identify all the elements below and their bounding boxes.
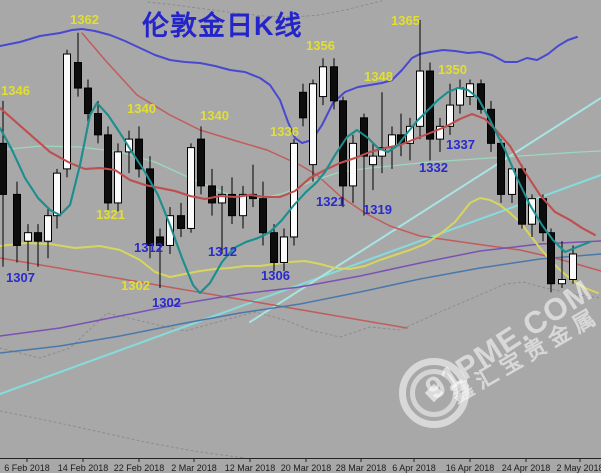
candle-body xyxy=(508,168,516,195)
price-label: 1321 xyxy=(96,207,125,222)
date-label: 14 Feb 2018 xyxy=(58,463,109,473)
ma-red-front xyxy=(0,107,596,236)
price-label: 1346 xyxy=(1,83,30,98)
price-label: 1362 xyxy=(70,12,99,27)
candle-body xyxy=(228,193,236,217)
candle-body xyxy=(528,198,536,225)
candle-body xyxy=(84,87,92,115)
candle-body xyxy=(436,125,444,140)
candle-body xyxy=(397,134,405,144)
date-label: 2 May 2018 xyxy=(556,463,601,473)
candle-body xyxy=(146,168,154,246)
candle-body xyxy=(177,215,185,229)
trend-red-lower xyxy=(0,257,408,329)
candle-body xyxy=(218,193,226,204)
date-label: 24 Apr 2018 xyxy=(502,463,551,473)
candle-body xyxy=(44,215,52,242)
candle-body xyxy=(114,151,122,204)
dotted-lower-left xyxy=(0,410,246,459)
price-label: 1321 xyxy=(316,194,345,209)
ma-purple xyxy=(0,240,601,337)
candle-body xyxy=(497,142,505,195)
candle-body xyxy=(187,147,195,229)
candle-body xyxy=(166,215,174,246)
date-label: 20 Mar 2018 xyxy=(281,463,332,473)
candle-body xyxy=(369,155,377,166)
date-label: 2 Mar 2018 xyxy=(171,463,217,473)
candle-body xyxy=(94,113,102,136)
candle-body xyxy=(74,62,82,89)
price-label: 1319 xyxy=(363,202,392,217)
candle-body xyxy=(280,236,288,263)
watermark-logo-inner-ring xyxy=(410,369,458,417)
candle-body xyxy=(53,172,61,217)
trend-cyan-long xyxy=(0,174,601,395)
date-label: 12 Mar 2018 xyxy=(225,463,276,473)
price-label: 1312 xyxy=(134,240,163,255)
price-label: 1337 xyxy=(446,137,475,152)
price-label: 1336 xyxy=(270,124,299,139)
dotted-upper-band xyxy=(147,0,383,18)
trend-red-descending xyxy=(81,32,601,272)
price-label: 1307 xyxy=(6,270,35,285)
price-label: 1302 xyxy=(121,278,150,293)
candle-body xyxy=(456,87,464,106)
candle-body xyxy=(416,70,424,127)
candle-body xyxy=(63,53,71,170)
candle-body xyxy=(135,138,143,170)
date-label: 28 Mar 2018 xyxy=(336,463,387,473)
candle-body xyxy=(518,168,526,225)
ma-yellow xyxy=(0,197,599,294)
price-label: 1302 xyxy=(152,295,181,310)
price-label: 1365 xyxy=(391,13,420,28)
candle-body xyxy=(197,138,205,187)
chart-title: 伦敦金日K线 xyxy=(142,11,303,41)
candle-body xyxy=(259,198,267,234)
candle-body xyxy=(558,278,566,285)
date-label: 16 Apr 2018 xyxy=(446,463,495,473)
candle-body xyxy=(446,104,454,127)
candle-body xyxy=(24,232,32,242)
price-label: 1356 xyxy=(306,38,335,53)
date-label: 6 Apr 2018 xyxy=(392,463,436,473)
candle-body xyxy=(208,185,216,204)
ma-steelblue xyxy=(0,253,601,354)
candle-body xyxy=(309,83,317,166)
date-label: 22 Feb 2018 xyxy=(114,463,165,473)
price-label: 1340 xyxy=(200,108,229,123)
candle-body xyxy=(569,253,577,280)
price-label: 1340 xyxy=(127,101,156,116)
trend-cyan-steep xyxy=(249,97,601,323)
date-label: 6 Feb 2018 xyxy=(4,463,50,473)
candle-body xyxy=(547,232,555,285)
price-label: 1306 xyxy=(261,268,290,283)
candle-body xyxy=(270,232,278,263)
candle-body xyxy=(299,91,307,119)
candle-body xyxy=(349,142,357,187)
price-label: 1332 xyxy=(419,160,448,175)
candle-body xyxy=(34,232,42,242)
ma-teal-front xyxy=(0,87,591,294)
price-label: 1350 xyxy=(438,62,467,77)
candle-body xyxy=(0,142,7,195)
candle-body xyxy=(239,193,247,217)
watermark-coin-logo-icon xyxy=(399,358,469,428)
candle-body xyxy=(319,66,327,98)
price-label: 1312 xyxy=(208,244,237,259)
price-label: 1348 xyxy=(364,69,393,84)
candle-body xyxy=(156,236,164,246)
candle-body xyxy=(13,193,21,246)
candle-body xyxy=(330,66,338,102)
